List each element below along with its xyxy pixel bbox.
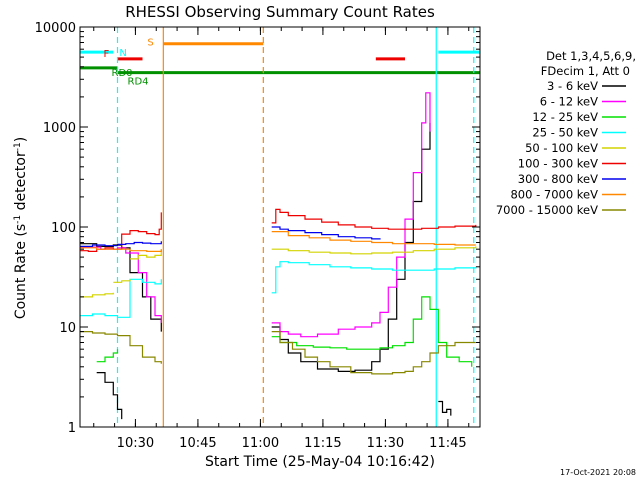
series-line-3	[271, 261, 477, 294]
generation-date: 17-Oct-2021 20:08	[560, 468, 636, 477]
series-line-0	[80, 243, 162, 332]
flag-label-rd4: RD4	[128, 77, 149, 88]
series-line-7	[271, 231, 476, 246]
series-line-0	[438, 400, 452, 416]
y-tick-label: 1	[68, 421, 76, 436]
y-axis-ticks: 1 10 100 1000 10000	[35, 21, 480, 436]
series-line-1	[80, 246, 162, 323]
x-tick-label: 11:45	[429, 436, 466, 451]
legend-label-8: 7000 - 15000 keV	[496, 203, 598, 217]
series-line-4	[271, 246, 477, 255]
x-tick-label: 11:30	[367, 436, 404, 451]
legend-label-7: 800 - 7000 keV	[510, 188, 598, 202]
series-line-4	[113, 279, 131, 283]
x-tick-label: 11:15	[304, 436, 341, 451]
legend-label-3: 25 - 50 keV	[532, 126, 598, 140]
x-axis-ticks: 10:30 10:45 11:00 11:15 11:30 11:45	[93, 27, 470, 451]
flag-label-n: N	[119, 48, 126, 59]
series-line-8	[80, 331, 162, 364]
legend-header-line-2: FDecim 1, Att 0	[541, 64, 630, 78]
series-line-2	[96, 349, 119, 363]
flag-bars: NSFRD0RD4	[80, 38, 480, 88]
y-tick-label: 1000	[43, 121, 76, 136]
series-line-7	[80, 247, 162, 252]
legend: Det 1,3,4,5,6,9, FDecim 1, Att 0 3 - 6 k…	[496, 49, 636, 217]
chart-title: RHESSI Observing Summary Count Rates	[125, 3, 435, 21]
y-tick-label: 10	[59, 321, 76, 336]
x-tick-label: 10:30	[117, 436, 154, 451]
series-line-2	[271, 296, 473, 367]
legend-label-2: 12 - 25 keV	[532, 110, 598, 124]
legend-label-4: 50 - 100 keV	[525, 141, 598, 155]
x-tick-label: 10:45	[179, 436, 216, 451]
x-axis-label: Start Time (25-May-04 10:16:42)	[205, 454, 435, 470]
flag-label-s: S	[147, 38, 153, 49]
series-line-4	[130, 249, 162, 260]
flag-label-f: F	[104, 49, 110, 60]
legend-header-line-1: Det 1,3,4,5,6,9,	[546, 49, 636, 63]
y-axis-label: Count Rate (s-1 detector-1)	[13, 137, 29, 319]
series-line-5	[271, 208, 477, 230]
legend-label-1: 6 - 12 keV	[540, 95, 598, 109]
series-line-8	[271, 331, 476, 375]
series-line-0	[96, 372, 123, 420]
legend-label-6: 300 - 800 keV	[518, 172, 598, 186]
series-line-5	[80, 212, 162, 252]
legend-label-5: 100 - 300 keV	[518, 157, 598, 171]
series-line-6	[80, 241, 162, 247]
data-series	[80, 92, 477, 420]
legend-label-0: 3 - 6 keV	[547, 79, 598, 93]
series-line-6	[271, 226, 381, 240]
series-line-1	[271, 92, 431, 338]
series-line-3	[80, 278, 162, 318]
series-line-4	[80, 292, 114, 298]
y-tick-label: 100	[51, 221, 76, 236]
y-tick-label: 10000	[35, 21, 76, 36]
x-tick-label: 11:00	[242, 436, 279, 451]
